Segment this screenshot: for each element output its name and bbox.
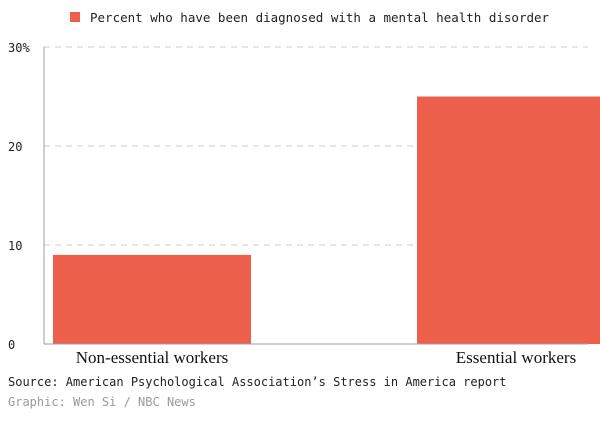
bar-non-essential-workers [53,254,251,344]
x-tick-label-1: Essential workers [456,348,576,367]
legend-swatch [70,12,80,22]
axes [43,47,588,345]
y-tick-label-0: 0 [8,338,15,352]
bar-essential-workers [417,96,600,344]
bars [53,96,600,344]
legend-label: Percent who have been diagnosed with a m… [90,10,550,25]
x-tick-label-0: Non-essential workers [76,348,229,367]
bar-chart-svg: Percent who have been diagnosed with a m… [8,10,600,367]
tick-labels: 0 10 20 30% Non-essential workers Essential w… [8,41,576,367]
graphic-credit: Graphic: Wen Si / NBC News [8,395,196,409]
legend: Percent who have been diagnosed with a m… [70,10,550,25]
y-tick-label-10: 10 [8,239,22,253]
y-tick-label-30: 30% [8,41,30,55]
y-tick-label-20: 20 [8,140,22,154]
source-note: Source: American Psychological Associati… [8,375,507,389]
